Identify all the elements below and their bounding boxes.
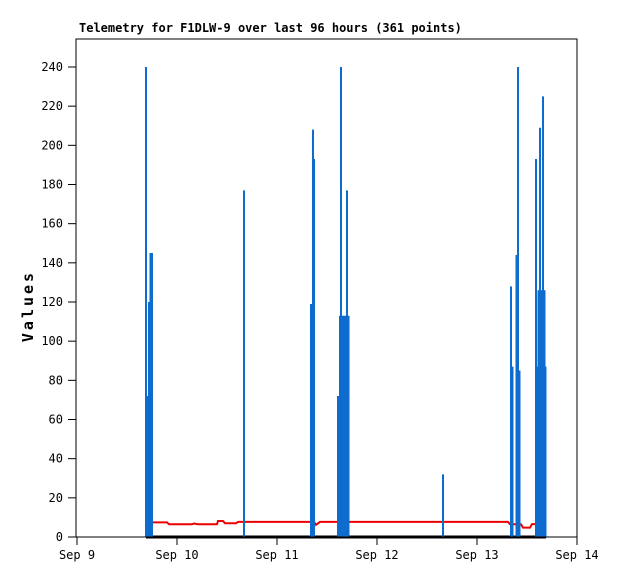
x-tick-label: Sep 14 — [555, 548, 598, 562]
y-tick-label: 80 — [49, 373, 63, 387]
x-tick-label: Sep 12 — [355, 548, 398, 562]
series-layer — [145, 67, 547, 539]
x-tick-label: Sep 9 — [59, 548, 95, 562]
y-tick-label: 120 — [41, 295, 63, 309]
axis-layer: 0 20 40 60 80 100 120 140 160 180 200 220 240 Sep 9 Se… — [41, 60, 598, 562]
chart-title: Telemetry for F1DLW-9 over last 96 hours… — [79, 21, 462, 35]
y-tick-label: 160 — [41, 217, 63, 231]
x-tick-label: Sep 13 — [455, 548, 498, 562]
plot-frame — [75, 38, 578, 538]
y-tick-label: 0 — [56, 530, 63, 544]
y-tick-label: 140 — [41, 256, 63, 270]
x-tick-label: Sep 11 — [255, 548, 298, 562]
x-tick-label: Sep 10 — [155, 548, 198, 562]
red-channel — [146, 519, 546, 529]
y-tick-label: 60 — [49, 413, 63, 427]
y-tick-label: 100 — [41, 334, 63, 348]
y-tick-label: 240 — [41, 60, 63, 74]
y-tick-label: 220 — [41, 99, 63, 113]
y-tick-label: 200 — [41, 138, 63, 152]
y-axis-label: Values — [19, 270, 37, 342]
y-tick-label: 40 — [49, 452, 63, 466]
y-tick-label: 20 — [49, 491, 63, 505]
y-tick-label: 180 — [41, 178, 63, 192]
